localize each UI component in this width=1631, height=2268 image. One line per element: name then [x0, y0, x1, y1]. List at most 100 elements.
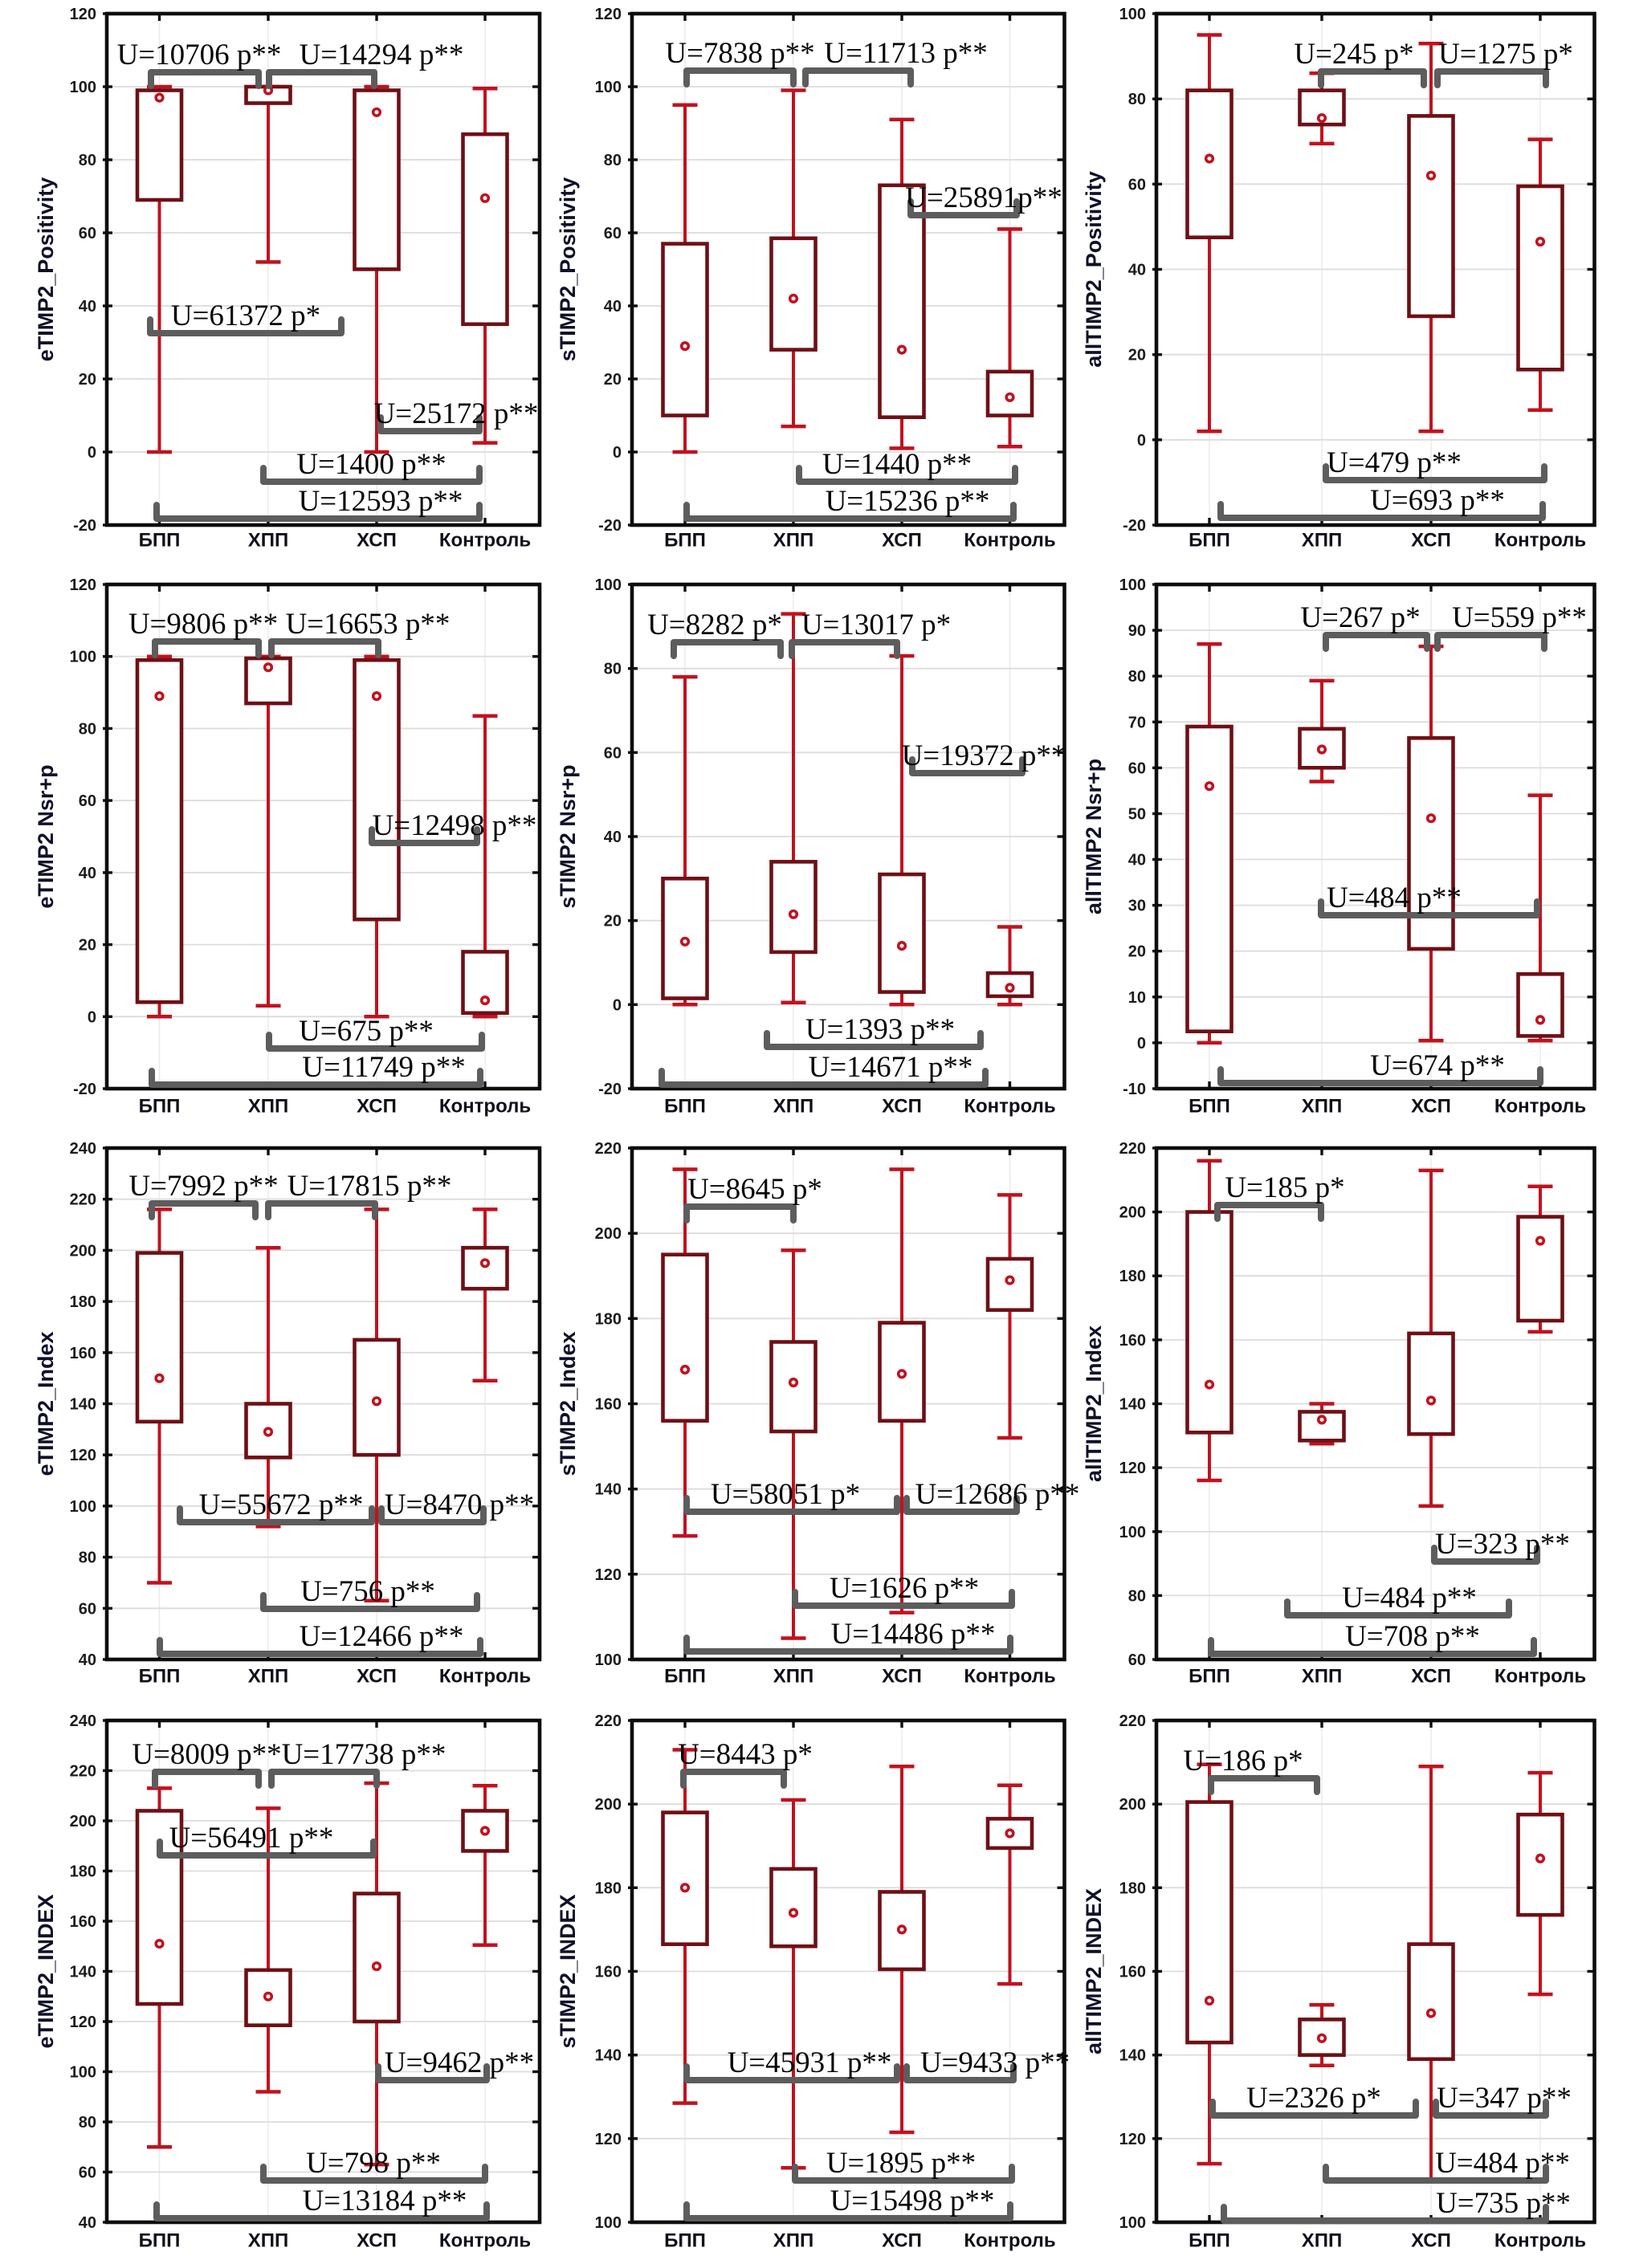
svg-text:180: 180	[1119, 1268, 1146, 1285]
svg-text:U=19372 p**: U=19372 p**	[902, 739, 1066, 772]
svg-text:180: 180	[1119, 1879, 1146, 1897]
svg-text:U=25891p**: U=25891p**	[905, 181, 1062, 214]
svg-text:U=61372 p*: U=61372 p*	[171, 299, 320, 332]
svg-text:40: 40	[79, 2214, 96, 2232]
svg-text:100: 100	[1119, 1524, 1146, 1541]
svg-text:U=8282 p*: U=8282 p*	[647, 609, 782, 641]
svg-text:U=1895 p**: U=1895 p**	[826, 2147, 976, 2180]
svg-text:БПП: БПП	[139, 1096, 181, 1118]
svg-text:200: 200	[1119, 1796, 1146, 1814]
svg-text:Контроль: Контроль	[439, 530, 531, 552]
svg-text:240: 240	[70, 1712, 96, 1730]
svg-text:180: 180	[70, 1293, 96, 1311]
svg-text:100: 100	[595, 2214, 622, 2232]
svg-text:100: 100	[70, 1498, 96, 1516]
svg-text:80: 80	[1128, 91, 1146, 108]
svg-text:U=14294 p**: U=14294 p**	[300, 39, 464, 71]
svg-text:120: 120	[70, 6, 96, 23]
svg-text:U=479 p**: U=479 p**	[1327, 446, 1462, 479]
svg-text:U=15498 p**: U=15498 p**	[830, 2185, 995, 2217]
svg-text:60: 60	[1128, 1651, 1146, 1669]
svg-text:U=1626 p**: U=1626 p**	[830, 1572, 979, 1605]
svg-text:0: 0	[613, 996, 622, 1014]
svg-text:-20: -20	[1123, 517, 1146, 535]
svg-text:220: 220	[70, 1763, 96, 1781]
svg-text:140: 140	[70, 1964, 96, 1981]
svg-text:U=1440 p**: U=1440 p**	[822, 448, 972, 481]
svg-text:ХСП: ХСП	[1411, 1666, 1451, 1688]
svg-text:БПП: БПП	[664, 2230, 706, 2252]
svg-text:220: 220	[595, 1140, 622, 1158]
svg-text:140: 140	[70, 1396, 96, 1414]
svg-text:ХСП: ХСП	[357, 1096, 397, 1118]
svg-text:40: 40	[1128, 852, 1146, 869]
svg-text:U=245 p*: U=245 p*	[1294, 38, 1413, 71]
svg-text:U=693 p**: U=693 p**	[1370, 484, 1505, 517]
svg-text:ХПП: ХПП	[773, 1666, 814, 1688]
svg-text:Контроль: Контроль	[964, 1096, 1055, 1118]
svg-text:Контроль: Контроль	[439, 2230, 531, 2252]
svg-text:20: 20	[1128, 943, 1146, 961]
svg-text:180: 180	[70, 1863, 96, 1881]
svg-text:80: 80	[604, 661, 622, 678]
svg-text:60: 60	[1128, 176, 1146, 193]
svg-text:U=11713 p**: U=11713 p**	[824, 37, 987, 70]
svg-text:0: 0	[1137, 1035, 1146, 1053]
svg-text:40: 40	[79, 865, 96, 882]
svg-text:0: 0	[88, 444, 96, 462]
svg-text:U=15236 p**: U=15236 p**	[826, 485, 990, 518]
svg-text:200: 200	[70, 1242, 96, 1260]
svg-text:60: 60	[79, 2164, 96, 2182]
svg-text:200: 200	[70, 1813, 96, 1830]
svg-text:U=13017 p*: U=13017 p*	[801, 609, 951, 641]
svg-text:ХСП: ХСП	[1411, 530, 1451, 552]
svg-text:U=1400 p**: U=1400 p**	[296, 448, 446, 481]
svg-text:100: 100	[595, 1651, 622, 1669]
svg-text:U=45931 p**: U=45931 p**	[728, 2046, 892, 2079]
svg-text:U=8645 p*: U=8645 p*	[687, 1173, 822, 1206]
svg-text:U=16653 p**: U=16653 p**	[286, 608, 451, 641]
svg-text:ХСП: ХСП	[357, 530, 397, 552]
svg-text:sTIMP2_INDEX: sTIMP2_INDEX	[556, 1894, 580, 2048]
svg-text:Контроль: Контроль	[1494, 1096, 1586, 1118]
svg-text:160: 160	[70, 1345, 96, 1362]
svg-text:100: 100	[595, 79, 622, 96]
svg-text:ХСП: ХСП	[882, 530, 922, 552]
svg-text:U=8443 p*: U=8443 p*	[678, 1738, 813, 1771]
svg-text:120: 120	[1119, 2131, 1146, 2148]
svg-text:100: 100	[70, 79, 96, 96]
svg-text:БПП: БПП	[664, 1666, 706, 1688]
svg-text:-20: -20	[598, 1081, 622, 1098]
svg-text:100: 100	[595, 576, 622, 594]
svg-text:180: 180	[595, 1310, 622, 1328]
svg-text:180: 180	[595, 1879, 622, 1897]
svg-text:220: 220	[1119, 1712, 1146, 1730]
svg-text:БПП: БПП	[664, 530, 706, 552]
svg-text:Контроль: Контроль	[964, 2230, 1055, 2252]
svg-text:120: 120	[1119, 1460, 1146, 1477]
svg-text:eTIMP2_Positivity: eTIMP2_Positivity	[34, 177, 58, 362]
svg-text:U=10706 p**: U=10706 p**	[117, 39, 282, 71]
svg-text:U=11749 p**: U=11749 p**	[302, 1051, 465, 1084]
svg-text:200: 200	[1119, 1204, 1146, 1222]
svg-text:U=323 p**: U=323 p**	[1435, 1528, 1570, 1561]
svg-text:140: 140	[595, 2047, 622, 2065]
svg-text:eTIMP2_INDEX: eTIMP2_INDEX	[34, 1894, 58, 2048]
svg-text:Контроль: Контроль	[439, 1666, 531, 1688]
svg-text:60: 60	[79, 225, 96, 242]
svg-text:Контроль: Контроль	[964, 1666, 1055, 1688]
svg-text:60: 60	[79, 1600, 96, 1618]
svg-text:U=708 p**: U=708 p**	[1345, 1620, 1480, 1653]
svg-text:ХПП: ХПП	[1302, 1096, 1343, 1118]
svg-text:Контроль: Контроль	[1494, 1666, 1586, 1688]
svg-text:allTIMP2_Positivity: allTIMP2_Positivity	[1082, 171, 1106, 368]
svg-text:40: 40	[79, 1651, 96, 1669]
svg-text:70: 70	[1128, 714, 1146, 731]
svg-text:ХСП: ХСП	[357, 1666, 397, 1688]
svg-text:U=14671 p**: U=14671 p**	[809, 1051, 973, 1084]
svg-text:U=735 p**: U=735 p**	[1436, 2187, 1571, 2220]
svg-text:U=347 p**: U=347 p**	[1437, 2082, 1572, 2115]
svg-text:20: 20	[1128, 347, 1146, 364]
svg-text:БПП: БПП	[1189, 1096, 1230, 1118]
svg-text:ХПП: ХПП	[1302, 1666, 1343, 1688]
